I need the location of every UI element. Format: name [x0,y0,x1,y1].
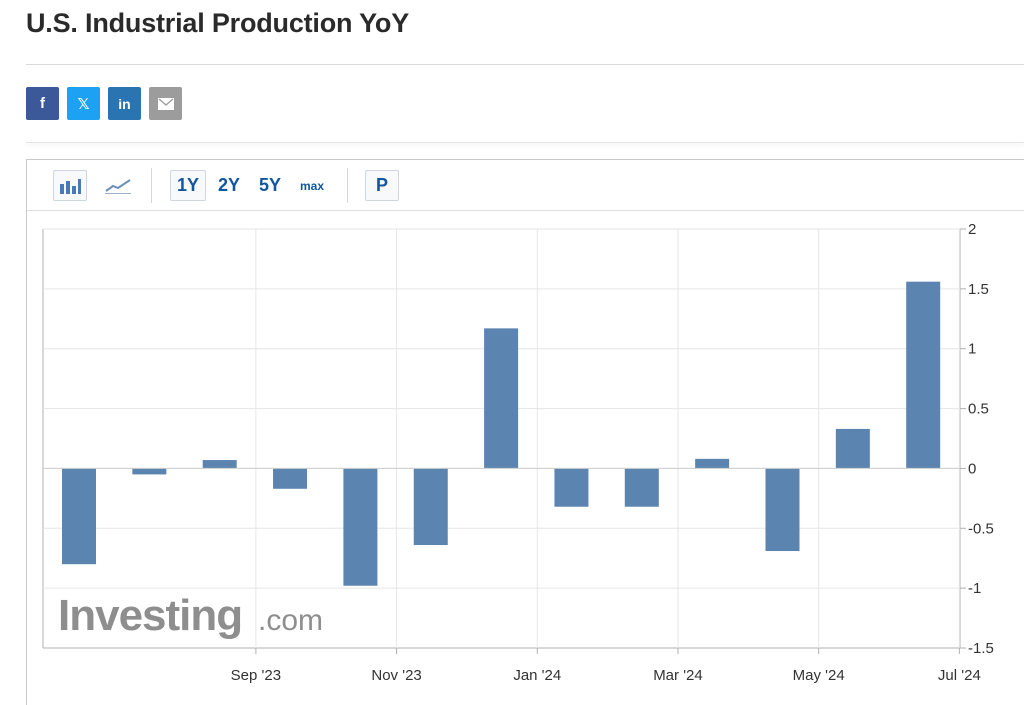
y-tick-label: 2 [968,221,976,238]
investing-watermark-suffix: .com [258,604,323,637]
p-button[interactable]: P [365,170,399,201]
range-1y-button[interactable]: 1Y [170,170,206,201]
y-tick-label: -1.5 [968,640,994,657]
x-tick-label: Nov '23 [371,667,421,684]
bar-chart-icon [60,178,81,194]
chart-container: 1Y 2Y 5Y max P [26,159,1024,705]
x-tick-label: May '24 [793,667,845,684]
y-tick-label: -0.5 [968,520,994,537]
bar-4 [343,468,378,586]
linkedin-icon: in [118,95,131,112]
bar-10 [765,468,800,552]
chart-toolbar: 1Y 2Y 5Y max P [27,160,1024,211]
page-title: U.S. Industrial Production YoY [26,8,410,38]
bar-5 [413,468,448,546]
section-divider [26,142,1024,143]
x-tick-label: Mar '24 [653,667,703,684]
x-icon: 𝕏 [77,95,90,113]
y-tick-label: 0.5 [968,401,989,418]
toolbar-separator [151,168,152,203]
email-icon [157,97,174,110]
email-share-button[interactable] [149,87,182,120]
bar-chart-button[interactable] [53,170,87,201]
x-tick-label: Jul '24 [938,667,981,684]
bar-7 [554,468,589,507]
bar-1 [132,468,167,475]
y-tick-label: 1 [968,341,976,358]
y-tick-label: -1 [968,580,981,597]
y-tick-label: 0 [968,460,976,477]
linkedin-share-button[interactable]: in [108,87,141,120]
x-tick-label: Sep '23 [231,667,281,684]
bar-9 [695,458,730,469]
bar-8 [624,468,659,507]
range-2y-button[interactable]: 2Y [217,175,241,195]
facebook-icon: f [40,95,45,112]
range-max-button[interactable]: max [299,178,325,193]
line-chart-button[interactable] [101,170,135,201]
toolbar-separator [347,168,348,203]
y-tick-label: 1.5 [968,281,989,298]
x-tick-label: Jan '24 [513,667,561,684]
line-chart-icon [105,178,131,194]
range-5y-button[interactable]: 5Y [258,175,282,195]
share-bar: f 𝕏 in [26,87,182,120]
bar-0 [62,468,96,565]
bar-2 [202,460,237,469]
title-divider [26,64,1024,65]
bar-11 [835,428,870,469]
bar-12 [906,281,941,469]
x-share-button[interactable]: 𝕏 [67,87,100,120]
bar-3 [273,468,308,489]
bar-6 [484,328,519,469]
facebook-share-button[interactable]: f [26,87,59,120]
investing-watermark: Investing [58,591,242,640]
